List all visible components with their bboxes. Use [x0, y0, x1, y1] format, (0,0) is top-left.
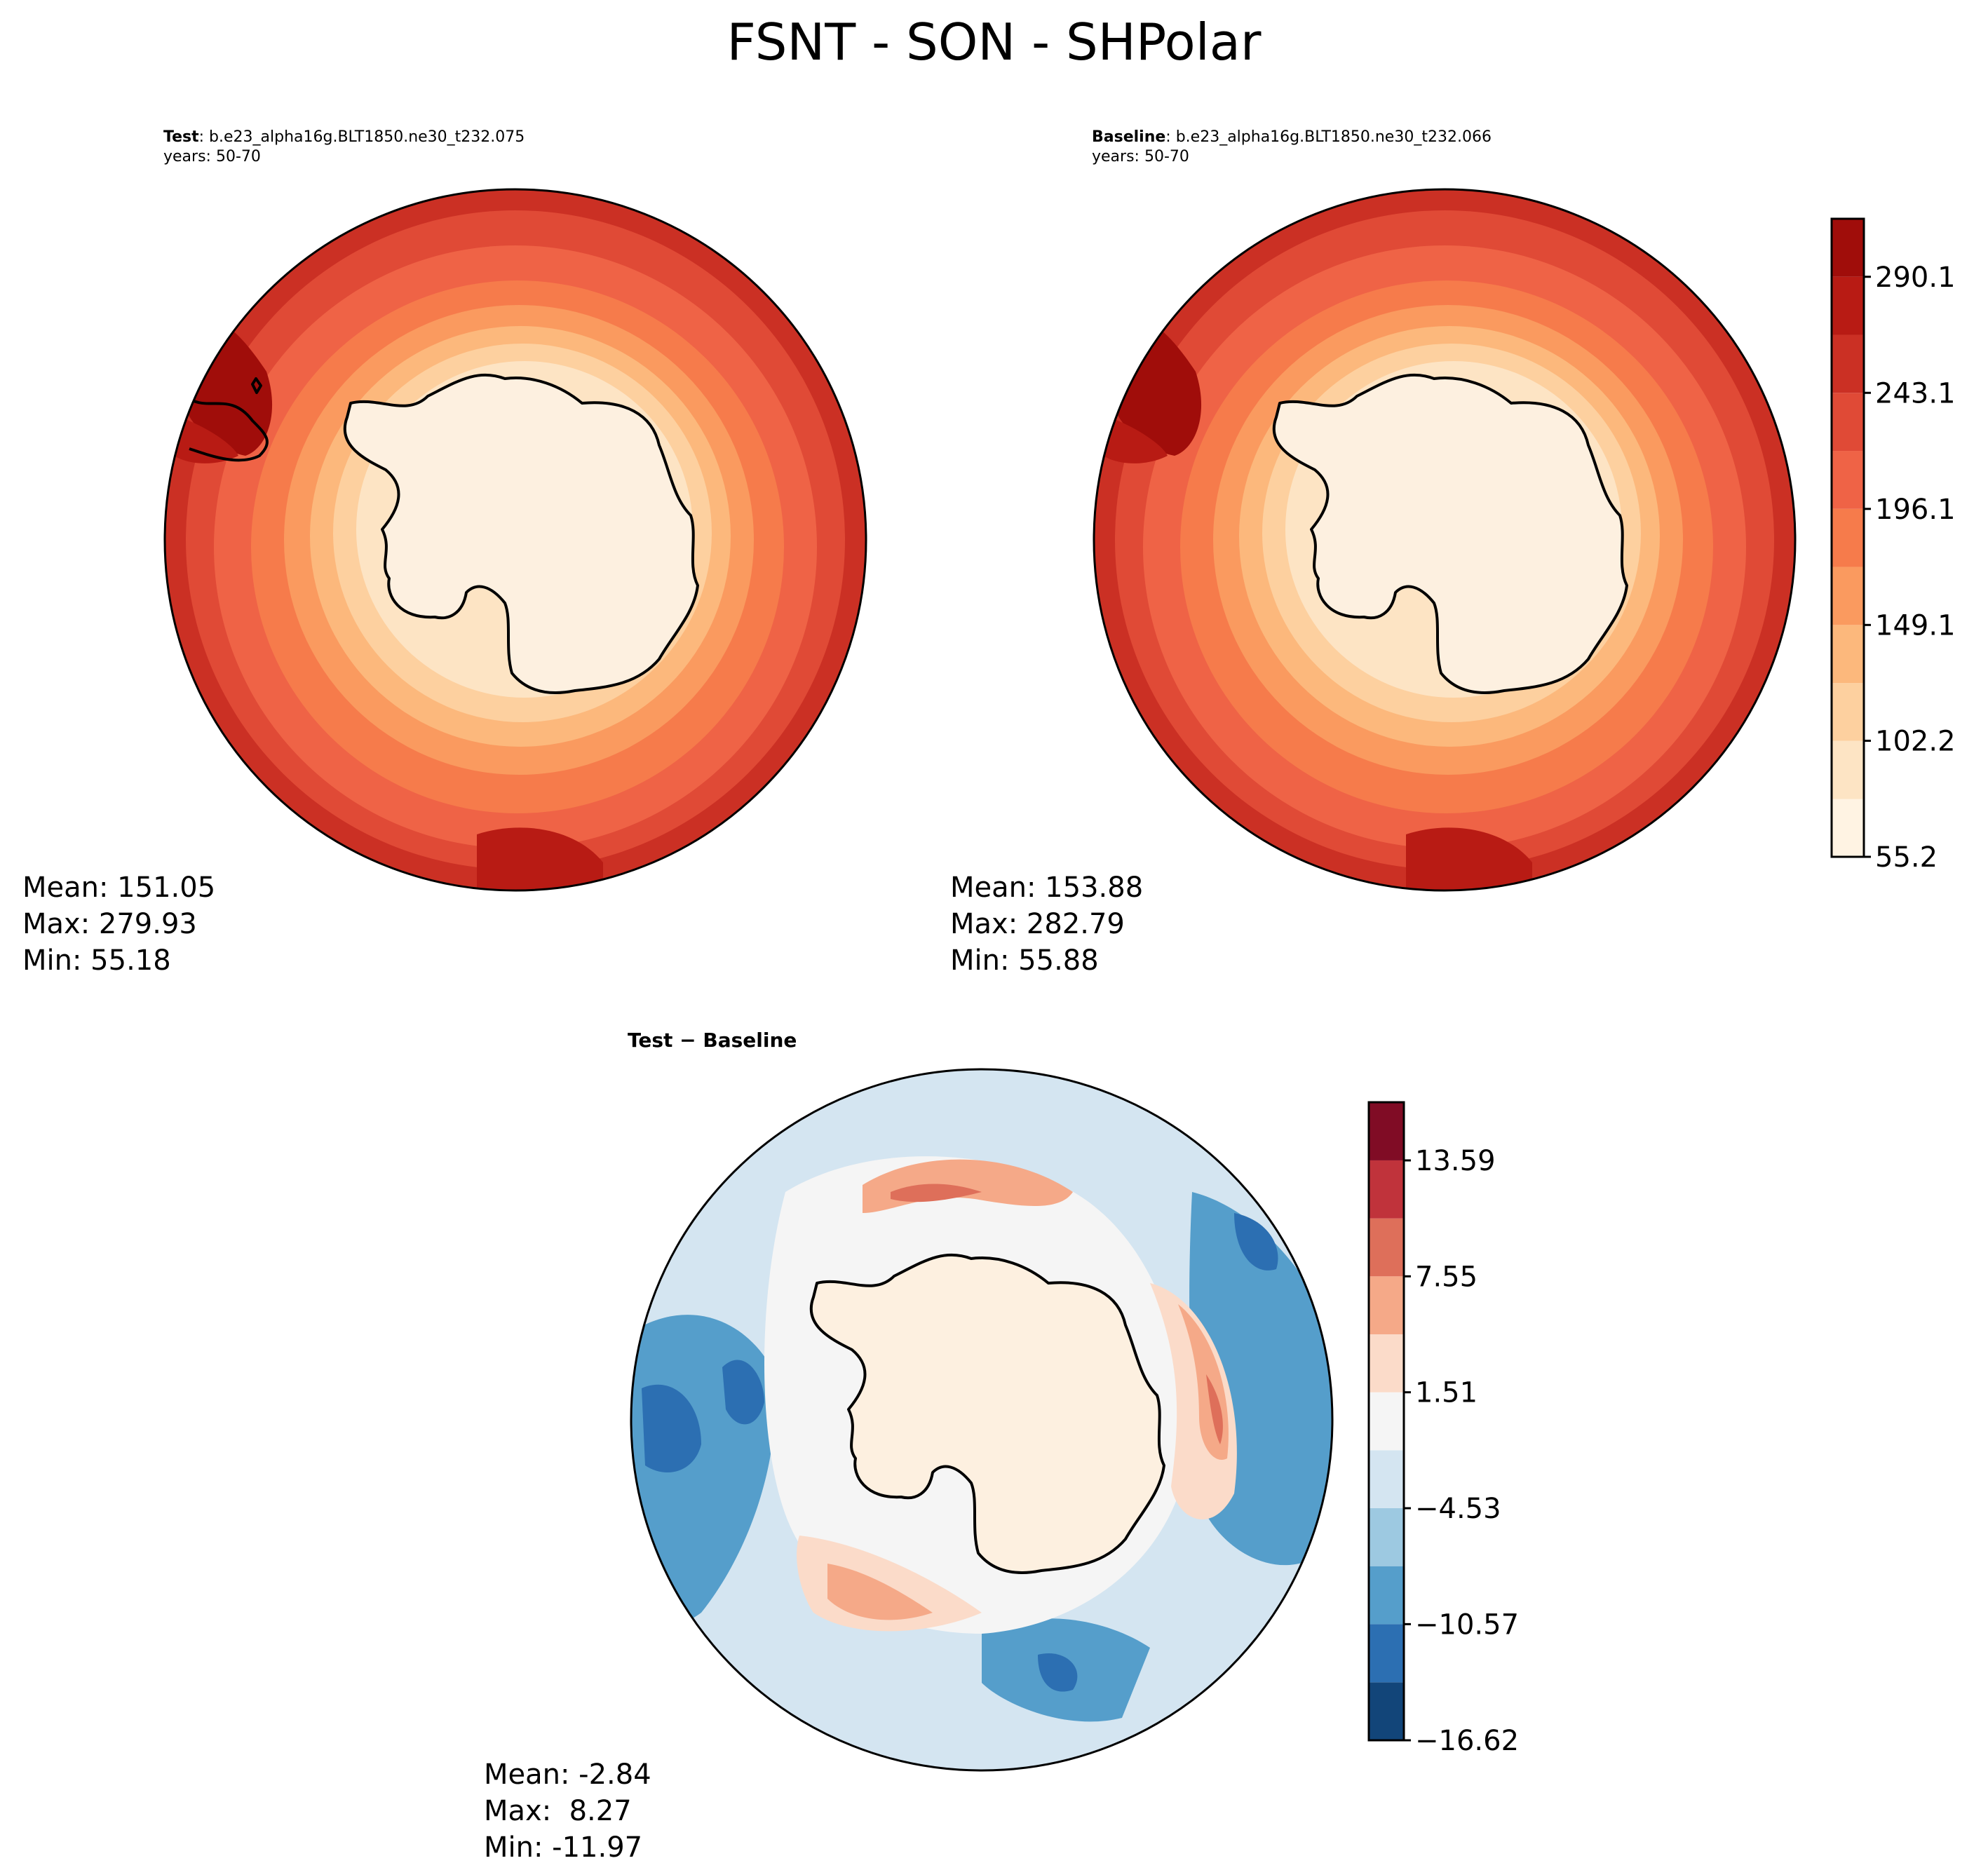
colorbar-diff-tick-label-5: 13.59: [1415, 1145, 1496, 1177]
colorbar-fsnt-swatch-3: [1832, 625, 1864, 684]
colorbar-diff-tick-label-2: −4.53: [1415, 1493, 1501, 1525]
baseline-label-run: : b.e23_alpha16g.BLT1850.ne30_t232.066: [1165, 128, 1492, 146]
baseline-map: [1094, 189, 1795, 890]
colorbar-fsnt-tick-label-3: 196.1: [1875, 494, 1956, 526]
colorbar-fsnt-tick-label-4: 243.1: [1875, 377, 1956, 409]
figure-title: FSNT - SON - SHPolar: [726, 13, 1262, 72]
colorbar-fsnt-tick-label-1: 102.2: [1875, 725, 1956, 757]
test-max: Max: 279.93: [22, 908, 197, 940]
colorbar-diff-swatch-10: [1369, 1102, 1404, 1160]
colorbar-fsnt-tick-label-5: 290.1: [1875, 262, 1956, 294]
colorbar-fsnt: 55.2 102.2 149.1 196.1 243.1 290.1: [1830, 217, 1956, 874]
baseline-panel-title: Baseline: b.e23_alpha16g.BLT1850.ne30_t2…: [1092, 128, 1492, 167]
baseline-years: years: 50-70: [1092, 148, 1189, 165]
test-panel-title: Test: b.e23_alpha16g.BLT1850.ne30_t232.0…: [163, 128, 525, 167]
colorbar-diff-swatch-7: [1369, 1276, 1404, 1334]
colorbar-fsnt-swatch-9: [1832, 276, 1864, 335]
colorbar-diff-swatch-5: [1369, 1392, 1404, 1451]
test-label-bold: Test: [163, 128, 199, 146]
colorbar-fsnt-frame: [1830, 217, 1865, 858]
diff-map: [631, 1069, 1332, 1770]
test-mean: Mean: 151.05: [22, 872, 216, 904]
baseline-max: Max: 282.79: [950, 908, 1125, 940]
diff-mean: Mean: -2.84: [484, 1759, 651, 1791]
colorbar-diff-swatch-4: [1369, 1450, 1404, 1509]
colorbar-diff-tick-label-1: −10.57: [1415, 1608, 1519, 1641]
diff-label-bold: Test − Baseline: [628, 1029, 797, 1052]
colorbar-diff-swatch-0: [1369, 1682, 1404, 1740]
colorbar-fsnt-tick-label-2: 149.1: [1875, 609, 1956, 642]
colorbar-diff-swatch-9: [1369, 1160, 1404, 1219]
test-stats: Mean: 151.05 Max: 279.93 Min: 55.18: [22, 869, 215, 979]
diff-map-boundary: [630, 1068, 1334, 1772]
diff-stats: Mean: -2.84 Max: 8.27 Min: -11.97: [484, 1756, 651, 1866]
baseline-stats: Mean: 153.88 Max: 282.79 Min: 55.88: [950, 869, 1143, 979]
colorbar-diff-swatch-2: [1369, 1566, 1404, 1625]
colorbar-fsnt-swatch-10: [1832, 219, 1864, 277]
colorbar-diff: −16.62 −10.57 −4.53 1.51 7.55 13.59: [1367, 1101, 1519, 1757]
test-map: [165, 189, 866, 890]
colorbar-fsnt-swatch-1: [1832, 740, 1864, 799]
test-min: Min: 55.18: [22, 944, 171, 977]
diff-max: Max: 8.27: [484, 1795, 632, 1827]
colorbar-diff-swatch-1: [1369, 1624, 1404, 1683]
test-map-boundary: [163, 188, 867, 892]
baseline-min: Min: 55.88: [950, 944, 1099, 977]
colorbar-diff-tick-label-0: −16.62: [1415, 1725, 1519, 1757]
diff-min: Min: -11.97: [484, 1831, 643, 1864]
colorbar-fsnt-swatch-8: [1832, 334, 1864, 393]
baseline-map-boundary: [1093, 188, 1797, 892]
colorbar-diff-swatch-3: [1369, 1508, 1404, 1566]
colorbar-diff-frame: [1367, 1101, 1405, 1742]
colorbar-diff-tick-label-3: 1.51: [1415, 1377, 1478, 1409]
colorbar-fsnt-swatch-0: [1832, 799, 1864, 857]
test-label-run: : b.e23_alpha16g.BLT1850.ne30_t232.075: [198, 128, 525, 146]
colorbar-fsnt-tick-label-0: 55.2: [1875, 841, 1938, 874]
diff-panel-title: Test − Baseline: [628, 1031, 797, 1050]
colorbar-fsnt-swatch-7: [1832, 393, 1864, 452]
colorbar-fsnt-swatch-6: [1832, 451, 1864, 509]
baseline-mean: Mean: 153.88: [950, 872, 1144, 904]
colorbar-diff-swatch-8: [1369, 1218, 1404, 1277]
colorbar-fsnt-swatch-4: [1832, 567, 1864, 625]
baseline-label-bold: Baseline: [1092, 128, 1166, 146]
colorbar-diff-tick-label-4: 7.55: [1415, 1261, 1478, 1293]
colorbar-fsnt-swatch-2: [1832, 683, 1864, 741]
colorbar-diff-swatch-6: [1369, 1334, 1404, 1393]
test-years: years: 50-70: [163, 148, 261, 165]
colorbar-fsnt-swatch-5: [1832, 508, 1864, 567]
